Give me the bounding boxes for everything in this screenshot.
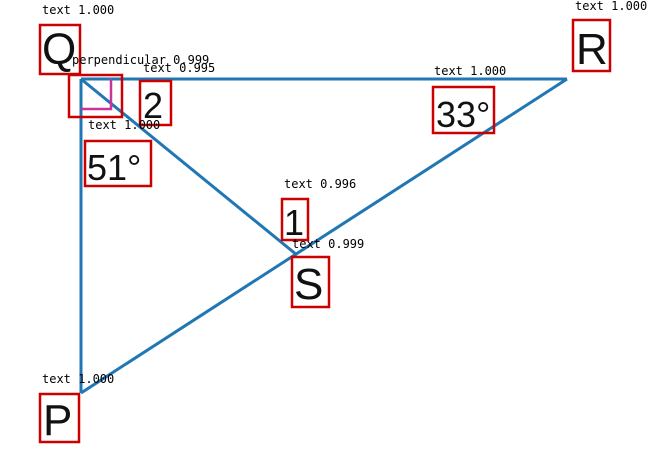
angle-label-33: 33° <box>436 94 490 135</box>
angle-number-1: 1 <box>284 202 304 243</box>
segment-rp <box>80 77 568 395</box>
detection-box-r <box>571 18 612 73</box>
detection-caption-q: text 1.000 <box>42 3 114 17</box>
detection-caption-perpendicular: perpendicular 0.999 <box>72 53 209 67</box>
detection-caption-2: text 0.995 <box>143 61 215 75</box>
right-angle-mark <box>81 79 113 111</box>
detection-caption-s: text 0.999 <box>292 237 364 251</box>
point-label-q: Q <box>42 25 76 74</box>
detection-box-51 <box>83 139 153 188</box>
detection-caption-51: text 1.000 <box>88 118 160 132</box>
detection-caption-p: text 1.000 <box>42 372 114 386</box>
segment-qs <box>80 77 298 257</box>
point-label-r: R <box>576 25 608 74</box>
detection-box-1 <box>280 197 310 242</box>
detection-caption-33: text 1.000 <box>434 64 506 78</box>
angle-number-2: 2 <box>143 85 163 126</box>
detection-box-2 <box>138 79 173 127</box>
point-label-s: S <box>294 260 323 309</box>
detection-box-p <box>38 392 81 444</box>
detection-caption-r: text 1.000 <box>575 0 647 13</box>
angle-label-51: 51° <box>87 147 141 188</box>
detection-box-s <box>290 255 331 309</box>
point-label-p: P <box>43 396 72 445</box>
detection-caption-1: text 0.996 <box>284 177 356 191</box>
detection-box-q <box>38 23 82 76</box>
detection-box-perpendicular <box>67 73 124 119</box>
detection-box-33 <box>431 85 496 135</box>
